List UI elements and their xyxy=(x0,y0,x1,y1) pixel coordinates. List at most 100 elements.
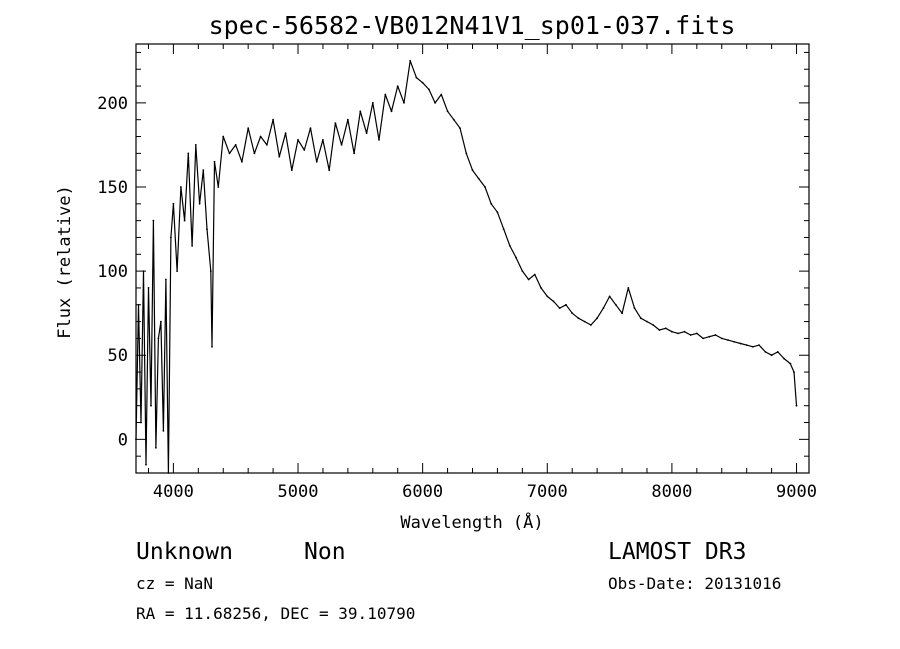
spectrum-point xyxy=(515,256,517,259)
spectrum-point xyxy=(303,149,306,151)
spectrum-point xyxy=(253,152,256,155)
spectrum-point xyxy=(155,446,157,449)
spectrum-point xyxy=(359,110,362,113)
spectrum-point xyxy=(533,273,536,276)
spectrum-point xyxy=(764,351,767,353)
spectrum-point xyxy=(627,287,630,289)
spectrum-point xyxy=(770,354,773,357)
spectrum-point xyxy=(206,228,208,231)
spectrum-point xyxy=(315,160,318,163)
spectrum-point xyxy=(180,186,182,188)
spectrum-point xyxy=(727,339,729,341)
spectrum-point xyxy=(247,127,250,129)
survey-label: LAMOST DR3 xyxy=(608,539,746,565)
spectrum-point xyxy=(234,144,237,146)
spectrum-point xyxy=(228,152,231,155)
spectrum-point xyxy=(521,270,524,272)
spectrum-point xyxy=(172,202,175,205)
spectrum-point xyxy=(671,330,673,333)
spectrum-point xyxy=(477,177,480,180)
spectrum-point xyxy=(733,340,736,343)
spectrum-point xyxy=(558,307,561,309)
spectrum-point xyxy=(384,93,387,96)
spectrum-point xyxy=(160,320,162,323)
spectrum-point xyxy=(434,102,436,104)
x-tick-label: 9000 xyxy=(776,482,817,502)
spectrum-point xyxy=(621,312,623,315)
spectrum-point xyxy=(452,118,455,121)
x-tick-label: 8000 xyxy=(651,482,692,502)
spectrum-point xyxy=(795,404,798,407)
spectrum-point xyxy=(708,335,711,338)
spectrum-point xyxy=(371,102,374,104)
spectrum-point xyxy=(695,332,698,335)
spectrum-point xyxy=(639,317,642,320)
x-tick-label: 4000 xyxy=(153,482,194,502)
spectrum-point xyxy=(191,245,194,247)
spectrum-point xyxy=(793,371,795,373)
spectrum-point xyxy=(198,202,201,205)
spectrum-point xyxy=(259,135,262,138)
spectrum-point xyxy=(309,127,312,129)
spectrum-point xyxy=(162,430,165,432)
y-tick-label: 200 xyxy=(97,94,128,114)
spectrum-point xyxy=(502,228,505,231)
spectrum-point xyxy=(602,307,605,309)
spectrum-point xyxy=(596,317,598,320)
spectrum-point xyxy=(739,342,742,345)
spectrum-point xyxy=(328,169,331,172)
spectrum-point xyxy=(571,312,574,315)
spectrum-point xyxy=(365,132,368,135)
spectrum-point xyxy=(658,329,661,331)
redshift-label: cz = NaN xyxy=(136,574,213,593)
spectrum-point xyxy=(222,135,225,138)
spectrum-point xyxy=(446,110,449,113)
spectrum-point xyxy=(211,345,213,348)
spectrum-point xyxy=(608,295,611,298)
y-tick-label: 0 xyxy=(118,430,128,450)
spectrum-point xyxy=(353,152,355,155)
spectrum-point xyxy=(633,307,636,309)
spectrum-point xyxy=(403,102,405,104)
obs-date-label: Obs-Date: 20131016 xyxy=(608,574,781,593)
y-tick-label: 150 xyxy=(97,178,128,198)
x-tick-label: 7000 xyxy=(527,482,568,502)
chart-title: spec-56582-VB012N41V1_sp01-037.fits xyxy=(209,11,736,40)
spectrum-point xyxy=(421,81,424,84)
spectrum-point xyxy=(552,300,555,303)
spectrum-point xyxy=(187,152,190,155)
axis-ticks: 4000 5000 6000 7000 8000 9000 0 50 100 150 200 xyxy=(97,44,817,502)
spectrum-point xyxy=(776,351,779,353)
spectrum-point xyxy=(202,169,205,172)
spectrum-point xyxy=(646,320,648,323)
spectrum-point xyxy=(490,202,493,205)
spectrum-point xyxy=(752,345,754,348)
spectrum-point xyxy=(546,295,549,298)
spectrum-point xyxy=(284,132,287,135)
spectrum-point xyxy=(577,317,580,320)
spectrum-point xyxy=(409,59,412,62)
spectrum-point xyxy=(378,139,380,141)
spectrum-point xyxy=(614,303,617,306)
spectrum-point xyxy=(170,236,172,239)
spectrum-point xyxy=(266,144,268,146)
spectrum-line xyxy=(135,60,798,474)
object-subclass: Non xyxy=(304,539,346,565)
spectrum-point xyxy=(783,357,785,360)
spectrum-point xyxy=(465,152,468,155)
spectrum-point xyxy=(689,334,692,336)
spectrum-point xyxy=(428,88,430,91)
spectrum-point xyxy=(745,344,748,346)
spectrum-point xyxy=(217,186,220,188)
spectrum-point xyxy=(152,219,155,222)
series-layer xyxy=(135,59,798,474)
spectrum-point xyxy=(297,139,299,141)
spectrum-point xyxy=(509,245,511,247)
spectrum-point xyxy=(334,122,337,124)
spectrum-point xyxy=(702,337,704,340)
object-class: Unknown xyxy=(136,539,233,565)
spectrum-point xyxy=(459,127,461,129)
spectrum-point xyxy=(565,303,567,306)
spectrum-point xyxy=(150,404,152,407)
